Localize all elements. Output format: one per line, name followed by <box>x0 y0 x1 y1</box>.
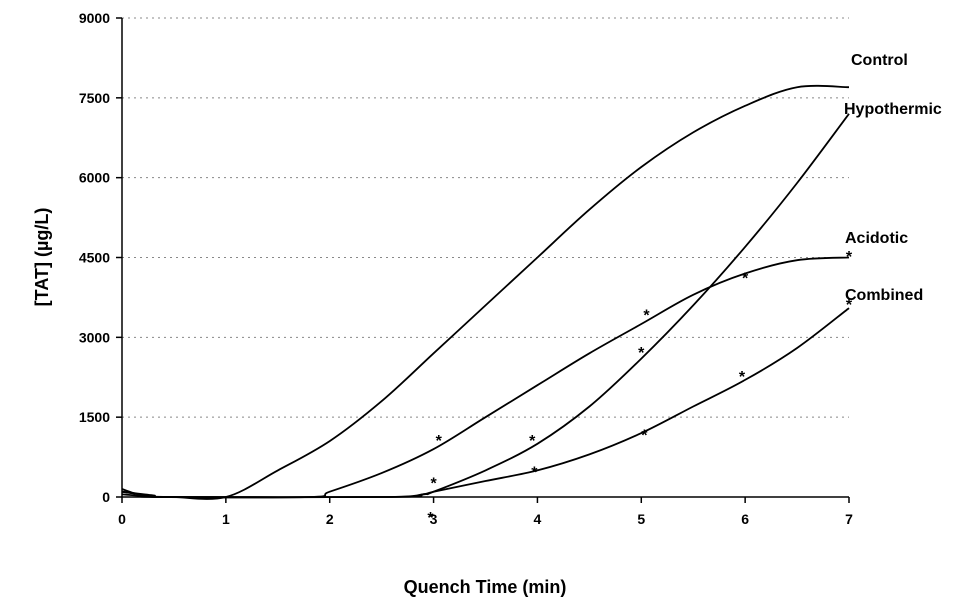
data-marker-hypothermic: * <box>430 475 437 492</box>
x-tick-label: 3 <box>430 511 438 527</box>
x-tick-label: 5 <box>637 511 645 527</box>
series-labels: Control Hypothermic Acidotic Combined <box>844 52 942 304</box>
gridlines <box>122 17 849 418</box>
y-axis-title: [TAT] (µg/L) <box>32 208 52 307</box>
x-tick-label: 1 <box>222 511 230 527</box>
data-marker-combined: * <box>641 427 648 444</box>
y-tick-label: 9000 <box>79 10 110 26</box>
y-axis-ticks: 0 1500 3000 4500 6000 7500 9000 <box>79 10 122 505</box>
data-marker-acidotic: * <box>846 249 853 266</box>
y-tick-label: 0 <box>102 489 110 505</box>
x-tick-label: 2 <box>326 511 334 527</box>
x-tick-label: 6 <box>741 511 749 527</box>
series-markers: * * * * * * * * * * * * <box>427 249 853 527</box>
y-tick-label: 7500 <box>79 90 110 106</box>
y-tick-label: 6000 <box>79 170 110 186</box>
x-tick-label: 0 <box>118 511 126 527</box>
x-axis-ticks: 0 1 2 3 4 5 6 7 <box>118 497 853 527</box>
data-marker-combined: * <box>739 369 746 386</box>
y-tick-label: 1500 <box>79 409 110 425</box>
y-tick-label: 4500 <box>79 250 110 266</box>
series-label-control: Control <box>851 52 908 69</box>
series-line-combined <box>121 307 850 499</box>
x-tick-label: 7 <box>845 511 853 527</box>
series-line-control <box>121 84 850 500</box>
y-tick-label: 3000 <box>79 329 110 345</box>
data-marker-hypothermic: * <box>742 270 749 287</box>
data-marker-acidotic: * <box>643 308 650 325</box>
series-label-hypothermic: Hypothermic <box>844 101 942 118</box>
data-marker-acidotic: * <box>436 433 443 450</box>
data-marker-hypothermic: * <box>529 433 536 450</box>
series-label-combined: Combined <box>845 287 923 304</box>
data-marker-combined: * <box>427 510 434 527</box>
x-axis-title: Quench Time (min) <box>404 577 567 597</box>
series-lines <box>121 84 850 500</box>
series-label-acidotic: Acidotic <box>845 230 908 247</box>
data-marker-combined: * <box>531 465 538 482</box>
x-tick-label: 4 <box>534 511 542 527</box>
data-marker-combined: * <box>846 297 853 314</box>
data-marker-hypothermic: * <box>638 345 645 362</box>
